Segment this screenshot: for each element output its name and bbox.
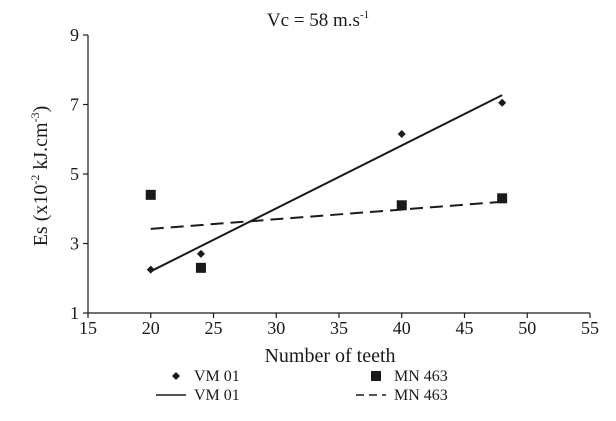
mn-463-point: [145, 189, 156, 200]
y-tick-label: 7: [70, 95, 79, 115]
vm-01-point: [146, 265, 155, 274]
mn-463-point: [396, 200, 407, 211]
data-points: [145, 98, 508, 274]
vm-01-point: [498, 98, 507, 107]
trendline-mn-463: [150, 200, 503, 230]
x-tick-label: 20: [142, 318, 160, 338]
mn-463-point: [195, 262, 206, 273]
legend-label: MN 463: [394, 387, 448, 404]
x-tick-label: 25: [205, 318, 223, 338]
x-tick-label: 15: [79, 318, 97, 338]
y-axis-title: Es (x10-2 kJ.cm-3): [28, 106, 52, 247]
vm-01-point: [196, 249, 205, 258]
y-tick-label: 1: [70, 303, 79, 323]
trendlines: [150, 94, 503, 273]
x-tick-label: 35: [330, 318, 348, 338]
legend: VM 01 MN 463 VM 01 MN 463: [156, 368, 448, 404]
y-tick-label: 3: [70, 234, 79, 254]
x-tick-label: 55: [581, 318, 599, 338]
x-axis-title: Number of teeth: [264, 345, 395, 367]
x-tick-label: 30: [267, 318, 285, 338]
legend-marker-mn-463: [371, 371, 381, 381]
svg-text:Es (x10-2 kJ.cm-3): Es (x10-2 kJ.cm-3): [28, 106, 52, 247]
y-tick-label: 9: [70, 25, 79, 45]
y-tick-label: 5: [70, 164, 79, 184]
mn-463-point: [497, 193, 508, 204]
legend-label: VM 01: [194, 387, 240, 404]
vm-01-point: [397, 130, 406, 139]
trendline-vm-01: [150, 94, 503, 273]
legend-marker-vm-01: [172, 372, 180, 380]
x-tick-label: 40: [393, 318, 411, 338]
legend-label: MN 463: [394, 368, 448, 385]
legend-label: VM 01: [194, 368, 240, 385]
x-tick-label: 45: [456, 318, 474, 338]
x-tick-label: 50: [518, 318, 536, 338]
chart-title: Vc = 58 m.s-1: [267, 9, 369, 31]
